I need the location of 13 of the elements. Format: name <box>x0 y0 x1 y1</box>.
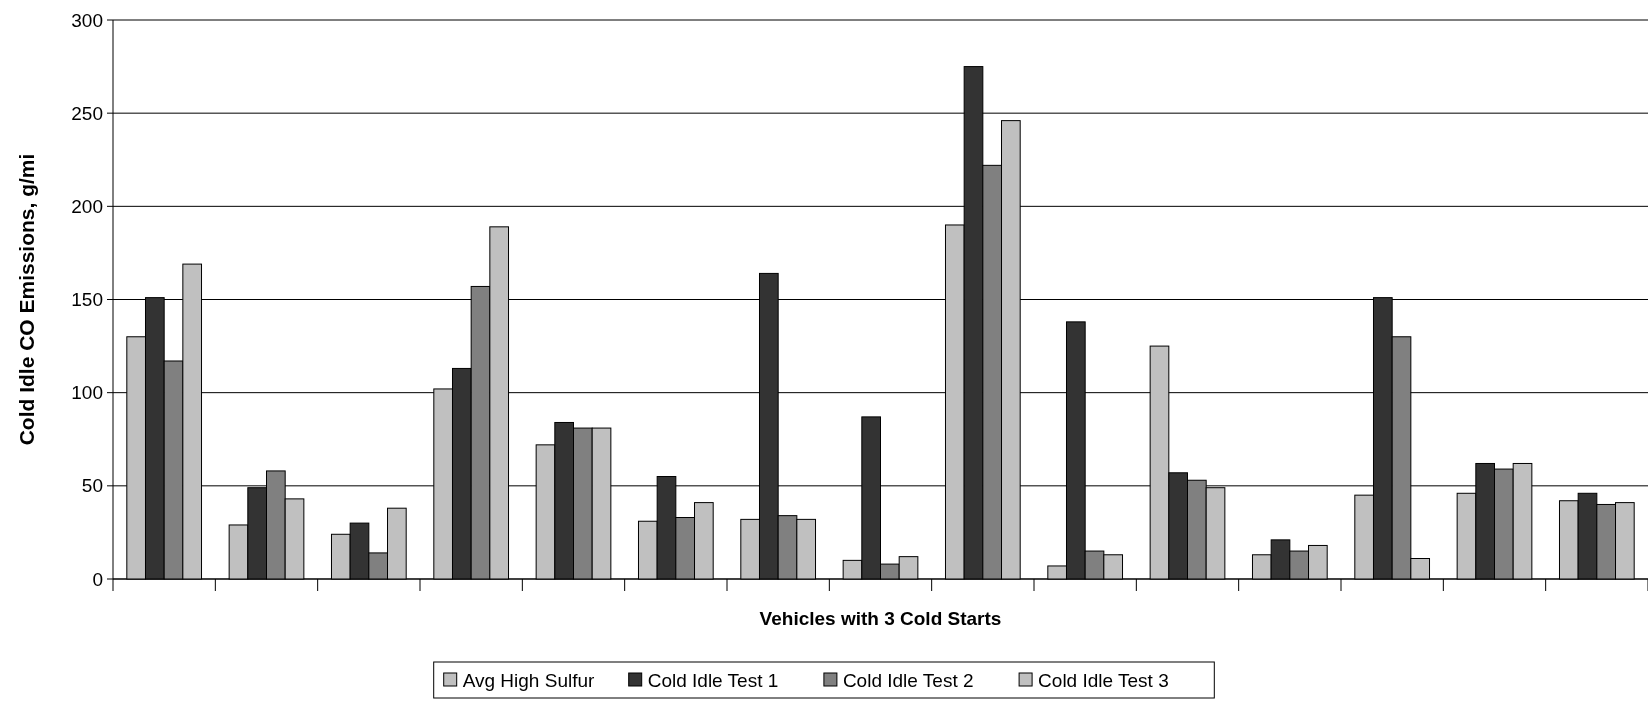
legend-label: Cold Idle Test 3 <box>1038 669 1169 691</box>
y-axis-title: Cold Idle CO Emissions, g/mi <box>15 153 38 446</box>
legend-label: Cold Idle Test 1 <box>647 669 779 691</box>
y-tick-label: 250 <box>71 102 103 124</box>
y-tick-label: 0 <box>92 568 103 590</box>
x-axis-title: Vehicles with 3 Cold Starts <box>759 608 1002 629</box>
y-tick-label: 200 <box>71 195 103 217</box>
legend-label: Cold Idle Test 2 <box>842 669 974 691</box>
y-tick-label: 300 <box>71 9 103 31</box>
y-tick-label: 100 <box>71 382 103 404</box>
legend-label: Avg High Sulfur <box>462 669 596 691</box>
y-tick-label: 150 <box>71 289 103 311</box>
y-tick-label: 50 <box>81 475 103 497</box>
